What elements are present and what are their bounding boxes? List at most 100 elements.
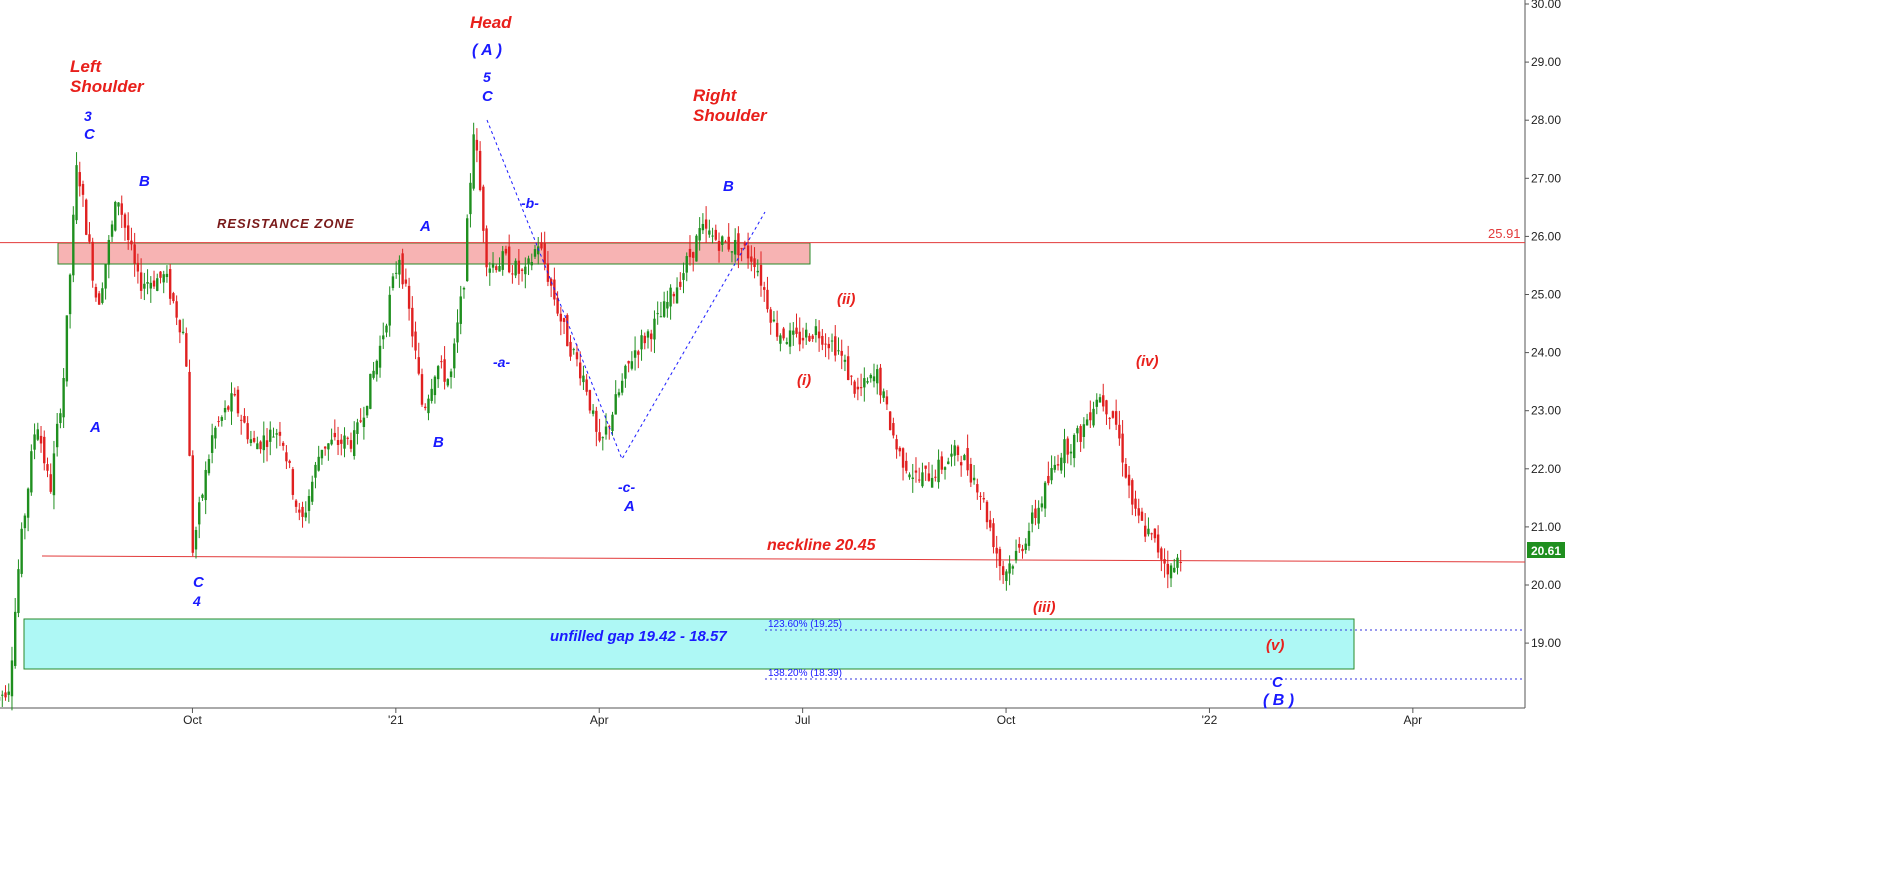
candle-body <box>614 394 617 415</box>
candle-body <box>892 423 895 436</box>
candle-body <box>795 327 798 334</box>
candle-body <box>937 459 940 483</box>
candle-body <box>1060 457 1063 471</box>
candle-body <box>201 494 204 498</box>
candle-body <box>191 455 194 553</box>
candle-body <box>598 432 601 441</box>
candle-body <box>424 406 427 409</box>
candle-body <box>675 287 679 304</box>
candle-body <box>181 331 185 333</box>
candle-body <box>194 530 198 550</box>
candle-body <box>404 279 408 284</box>
candle-body <box>620 380 624 393</box>
candle-body <box>369 373 372 409</box>
candle-body <box>653 318 656 340</box>
candle-body <box>23 515 27 529</box>
candle-body <box>943 467 947 470</box>
candle-body <box>317 456 320 471</box>
candle-body <box>624 365 627 379</box>
candle-body <box>772 319 776 322</box>
wave-C4-C: C <box>193 574 205 591</box>
candle-body <box>924 465 927 469</box>
candle-body <box>1127 474 1131 486</box>
candle-body <box>456 322 459 343</box>
candle-body <box>821 335 824 345</box>
wave-head-C: C <box>482 88 494 105</box>
candle-body <box>959 462 963 466</box>
candle-body <box>1179 562 1182 564</box>
candle-body <box>94 286 98 298</box>
candle-body <box>159 271 162 278</box>
candle-body <box>582 375 585 383</box>
resistance-value-label: 25.91 <box>1488 226 1521 241</box>
candle-body <box>1072 434 1076 459</box>
candle-body <box>353 430 356 457</box>
wave-head-A: ( A ) <box>472 42 502 59</box>
candle-body <box>85 199 88 235</box>
wave-end-B: ( B ) <box>1263 692 1294 709</box>
candle-body <box>291 469 295 495</box>
wave-iv: (iv) <box>1136 353 1159 370</box>
candle-body <box>259 441 262 450</box>
candle-body <box>863 378 866 388</box>
candle-body <box>1018 543 1021 548</box>
candle-body <box>627 360 630 364</box>
candle-body <box>495 266 498 271</box>
candle-body <box>966 448 969 471</box>
candle-body <box>36 429 40 440</box>
price-tick-label: 30.00 <box>1531 0 1561 11</box>
candle-body <box>88 234 91 242</box>
candle-body <box>52 453 56 496</box>
candle-body <box>26 488 30 518</box>
candle-body <box>921 472 924 487</box>
candle-body <box>240 419 243 421</box>
candle-body <box>330 439 333 445</box>
candle-body <box>133 244 136 264</box>
candle-body <box>985 501 989 523</box>
candle-body <box>1056 464 1060 466</box>
candle-body <box>162 274 165 283</box>
candle-body <box>692 252 695 258</box>
candle-body <box>1105 400 1108 415</box>
candle-body <box>766 289 769 310</box>
candle-body <box>204 469 207 501</box>
candle-body <box>588 390 592 411</box>
candle-body <box>401 253 404 285</box>
candle-body <box>398 259 401 275</box>
candle-body <box>591 410 595 414</box>
gap-label: unfilled gap 19.42 - 18.57 <box>550 628 727 645</box>
candle-body <box>233 393 236 396</box>
candle-body <box>91 241 94 281</box>
price-tick-label: 28.00 <box>1531 113 1561 127</box>
candle-body <box>650 333 653 340</box>
candle-body <box>391 276 395 289</box>
candle-body <box>969 463 973 483</box>
candle-body <box>385 325 388 333</box>
candle-body <box>1102 395 1105 407</box>
candle-body <box>420 374 424 405</box>
candle-body <box>336 440 340 445</box>
candle-body <box>62 378 65 418</box>
candle-body <box>1069 451 1073 454</box>
candle-body <box>440 361 443 363</box>
candle-body <box>1163 559 1166 564</box>
candle-body <box>630 361 634 369</box>
candle-body <box>566 315 569 347</box>
candle-body <box>152 280 156 287</box>
candle-body <box>7 691 10 695</box>
candle-body <box>963 455 966 461</box>
candle-body <box>1150 533 1153 535</box>
candle-body <box>885 396 889 405</box>
candle-body <box>298 509 301 513</box>
candle-body <box>43 436 46 464</box>
candle-body <box>682 273 685 280</box>
candle-body <box>78 172 81 187</box>
candle-body <box>333 432 337 438</box>
candle-body <box>446 379 450 386</box>
candle-body <box>466 218 469 282</box>
candle-body <box>1169 565 1173 579</box>
candle-body <box>504 248 508 254</box>
candle-body <box>511 273 514 275</box>
candle-body <box>14 611 17 666</box>
candle-body <box>669 287 672 307</box>
